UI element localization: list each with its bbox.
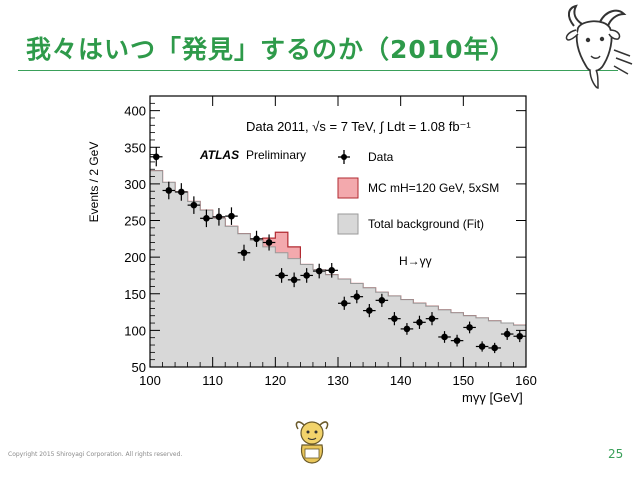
data-point-marker [203,215,210,222]
data-point-marker [253,235,260,243]
data-point [338,296,351,310]
data-point-marker [278,272,285,279]
mascot-figure-icon [295,421,329,464]
x-tick-label: 140 [390,373,412,388]
data-points [150,147,526,354]
x-tick-label: 160 [515,373,537,388]
legend-background-swatch [337,213,359,235]
data-point [175,183,188,201]
data-point [300,268,313,283]
data-point [388,312,401,326]
y-tick-label: 150 [124,287,146,302]
legend-background-label: Total background (Fit) [368,217,484,231]
data-point-marker [466,324,473,331]
y-tick-label: 250 [124,214,146,229]
y-tick-label: 400 [124,104,146,119]
data-point-marker [228,212,235,220]
data-point [225,207,238,225]
data-point-marker [290,276,298,284]
data-point [350,290,364,304]
data-point [237,244,251,261]
data-point-marker [491,344,498,352]
background-histogram [150,170,526,367]
data-point-marker [378,297,386,304]
chart-title: Data 2011, √s = 7 TeV, ∫ Ldt = 1.08 fb⁻¹ [246,119,471,134]
legend-data-marker [338,150,350,164]
page-number: 25 [608,447,624,461]
data-point [212,208,226,226]
data-point [500,328,514,340]
legend-data-label: Data [368,150,394,164]
data-point [287,272,301,288]
data-point [488,342,501,354]
y-tick-label: 100 [124,323,146,338]
data-point [363,304,376,318]
data-point-marker [315,267,323,275]
y-axis-label: Events / 2 GeV [87,142,101,223]
data-point [162,181,176,200]
data-point [150,147,163,167]
y-tick-label: 350 [124,140,146,155]
data-point-marker [428,315,436,322]
data-point-marker [340,299,348,307]
diphoton-mass-histogram: 100 110 120 130 140 150 1605010015020025030035… [87,95,537,405]
data-point-marker [265,239,273,246]
data-point-marker [165,187,173,194]
data-point-marker [328,267,336,274]
x-tick-label: 120 [264,373,286,388]
experiment-sublabel: Preliminary [246,148,306,162]
data-point [400,323,414,335]
data-point [375,293,389,307]
data-point-marker [240,249,248,257]
data-point [262,234,276,251]
x-tick-label: 110 [202,373,223,388]
legend-signal-swatch [337,177,359,199]
legend: Data MC mH=120 GeV, 5xSM Total backgroun… [337,150,499,235]
x-axis-label: mγγ [GeV] [462,390,523,405]
data-point-marker [391,315,398,322]
data-point-marker [503,330,511,338]
data-point-marker [190,201,198,209]
data-point [200,209,213,228]
data-point-marker [303,272,310,279]
x-tick-label: 130 [327,373,349,388]
data-point-marker [403,325,411,333]
experiment-label: ATLAS [199,148,239,162]
data-point [187,196,201,214]
data-point-marker [152,153,160,161]
data-point [250,230,263,247]
data-point-marker [215,213,223,221]
data-point-marker [353,293,361,300]
data-point [475,341,489,352]
y-tick-label: 50 [132,360,146,375]
data-point [312,263,326,279]
data-point [425,312,439,326]
channel-label: H→γγ [399,254,432,268]
goat-mascot-icon [565,4,633,89]
y-tick-label: 200 [124,250,146,265]
y-tick-label: 300 [124,177,146,192]
data-point-marker [453,337,461,344]
data-point [413,315,426,329]
data-point [275,268,288,283]
slide-title: 我々はいつ「発見」するのか（2010年） [26,35,516,64]
data-point-marker [178,188,185,196]
copyright-notice: Copyright 2015 Shiroyagi Corporation. Al… [8,451,183,458]
data-point-marker [441,333,448,341]
title-divider [18,70,618,71]
x-tick-label: 150 [452,373,474,388]
data-point [450,334,464,347]
data-point [438,331,451,343]
axis-ticks: 100 110 120 130 140 150 1605010015020025030035… [124,96,537,388]
legend-signal-label: MC mH=120 GeV, 5xSM [368,181,499,195]
data-point [463,321,476,334]
data-point-marker [416,319,423,326]
data-point [513,330,526,343]
data-point-marker [366,307,373,314]
background-area [150,170,526,367]
data-point-marker [516,332,524,340]
data-point-marker [478,343,486,350]
x-tick-label: 100 [139,373,161,388]
data-point [325,262,338,278]
